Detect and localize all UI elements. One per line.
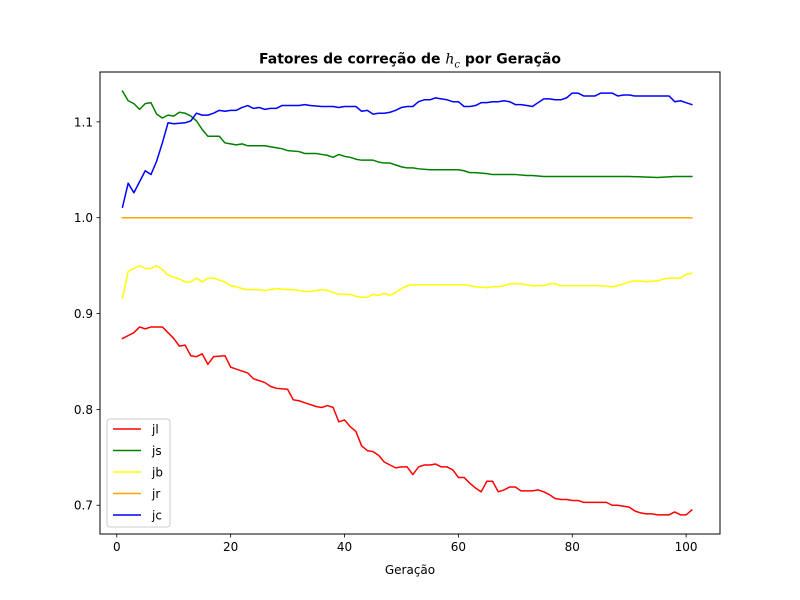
y-tick-label: 0.7	[74, 499, 93, 513]
x-tick-label: 40	[337, 540, 352, 554]
y-tick-label: 1.1	[74, 115, 93, 129]
x-axis-ticks: 0 20 40 60 80 100	[113, 534, 698, 554]
chart-title-symbol: h	[445, 52, 454, 68]
legend-box	[106, 418, 171, 528]
legend-label: jb	[151, 466, 163, 480]
legend-item-jb: jb	[113, 466, 163, 480]
chart-title: Fatores de correção de hc por Geração	[259, 52, 561, 71]
x-tick-label: 0	[113, 540, 121, 554]
y-tick-label: 0.8	[74, 403, 93, 417]
chart-title-prefix: Fatores de correção de	[259, 52, 445, 68]
y-tick-label: 0.9	[74, 307, 93, 321]
legend-item-jl: jl	[113, 423, 159, 437]
y-axis-ticks: 0.7 0.8 0.9 1.0 1.1	[74, 115, 100, 513]
x-tick-label: 20	[223, 540, 238, 554]
series-line-jc	[121, 92, 693, 209]
chart-title-subscript: c	[454, 60, 460, 71]
chart-title-suffix: por Geração	[460, 52, 561, 68]
axes-frame	[99, 71, 721, 535]
legend: jl js jb jr jc	[106, 418, 171, 528]
y-tick-label: 1.0	[74, 211, 93, 225]
legend-entries: jl js jb jr jc	[113, 423, 163, 523]
legend-item-js: js	[113, 444, 162, 458]
series-line-jb	[121, 264, 693, 300]
x-axis-label: Geração	[385, 563, 435, 577]
series-layer	[121, 90, 693, 516]
legend-label: jr	[151, 487, 160, 501]
series-line-js	[121, 90, 693, 179]
legend-label: js	[151, 444, 162, 458]
legend-item-jr: jr	[113, 487, 160, 501]
x-tick-label: 80	[565, 540, 580, 554]
series-line-jl	[121, 326, 693, 516]
legend-label: jc	[151, 509, 162, 523]
plot-area	[99, 71, 721, 535]
x-tick-label: 60	[451, 540, 466, 554]
legend-item-jc: jc	[113, 509, 162, 523]
legend-label: jl	[151, 423, 159, 437]
x-tick-label: 100	[675, 540, 698, 554]
